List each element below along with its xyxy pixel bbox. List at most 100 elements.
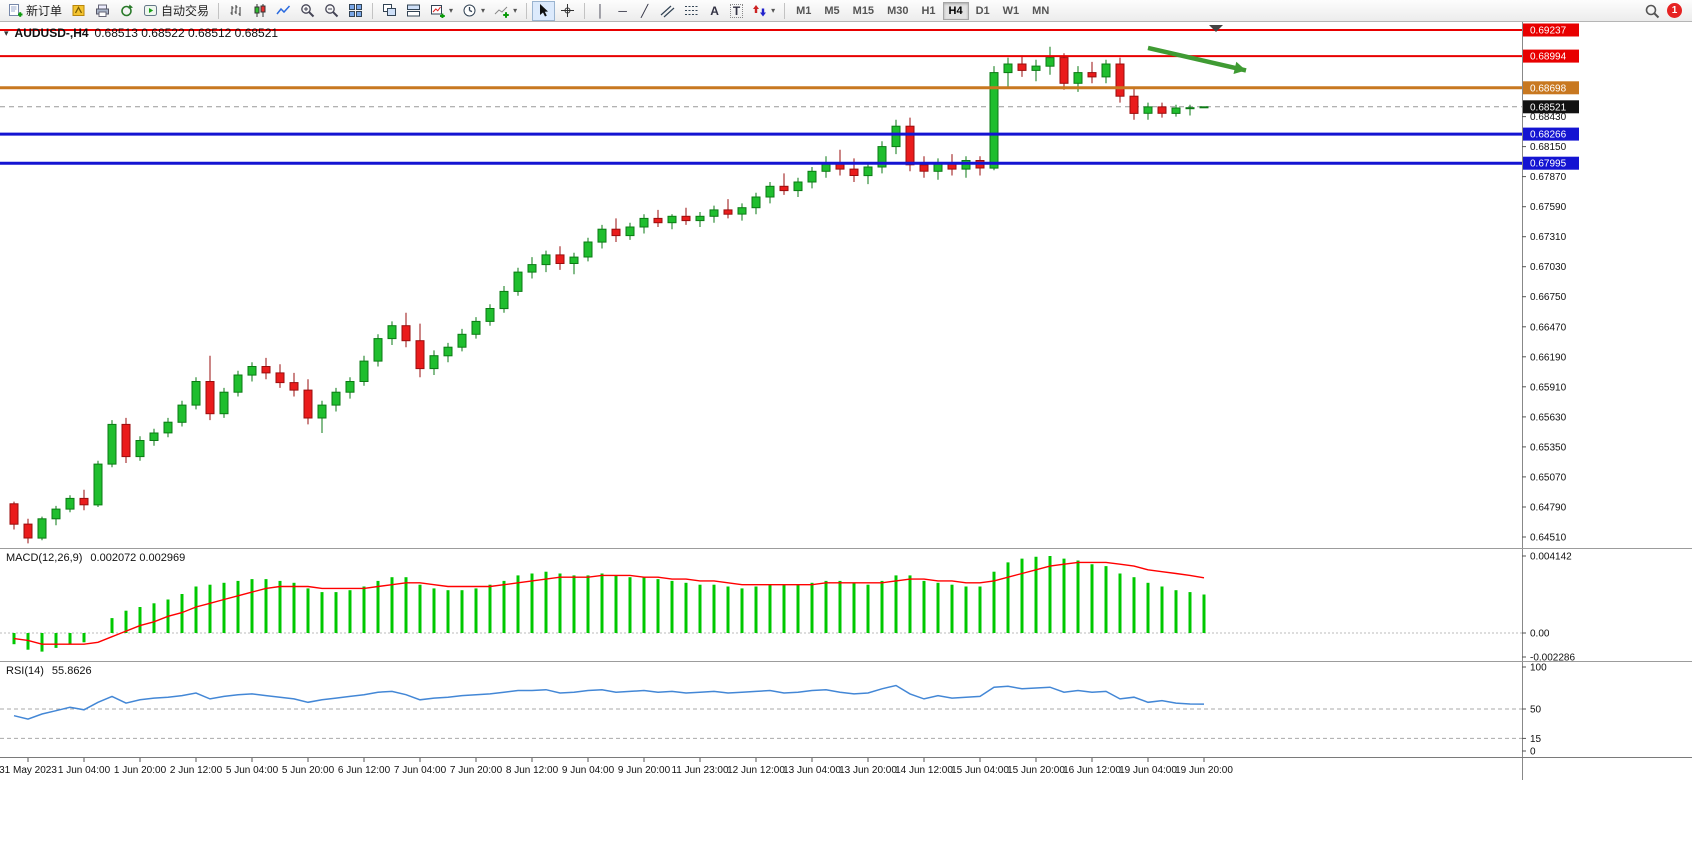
candle[interactable] (401, 312, 411, 348)
candle[interactable] (555, 246, 565, 270)
new-order-button[interactable]: 新订单 (4, 1, 66, 21)
notification-badge[interactable]: 1 (1667, 3, 1682, 18)
candlestick-chart-button[interactable] (248, 1, 271, 21)
candle[interactable] (583, 237, 593, 262)
candle[interactable] (429, 350, 439, 375)
macd-chart[interactable]: 0.004142 0.00 -0.002286 (0, 549, 1692, 661)
candle[interactable] (177, 400, 187, 427)
candle[interactable] (751, 192, 761, 215)
candle[interactable] (331, 387, 341, 412)
candle[interactable] (499, 286, 509, 313)
candle[interactable] (975, 156, 985, 176)
price-chart[interactable]: 0.68430 0.68150 0.67870 0.67590 0.67310 0.670… (0, 22, 1692, 548)
candle[interactable] (1115, 57, 1125, 103)
print-button[interactable] (91, 1, 114, 21)
candle[interactable] (695, 212, 705, 227)
candle[interactable] (947, 154, 957, 176)
candle[interactable] (65, 495, 75, 513)
candle[interactable] (471, 317, 481, 339)
candle[interactable] (443, 342, 453, 363)
candle[interactable] (415, 323, 425, 378)
chart-shift-marker[interactable] (1209, 25, 1223, 32)
candle[interactable] (387, 321, 397, 345)
cascade-windows-button[interactable] (378, 1, 401, 21)
candle[interactable] (289, 372, 299, 397)
candle[interactable] (303, 379, 313, 425)
candle[interactable] (121, 417, 131, 463)
timeframe-d1[interactable]: D1 (970, 2, 996, 20)
candle[interactable] (625, 222, 635, 240)
trendline-tool[interactable]: ╱ (634, 1, 655, 21)
timeframe-m15[interactable]: M15 (847, 2, 880, 20)
candle[interactable] (821, 156, 831, 178)
candle[interactable] (667, 214, 677, 230)
candle[interactable] (611, 218, 621, 242)
text-tool[interactable]: A (704, 1, 725, 21)
candle[interactable] (541, 250, 551, 273)
candle[interactable] (79, 489, 89, 511)
fibonacci-tool[interactable] (680, 1, 703, 21)
candle[interactable] (891, 119, 901, 155)
timeframe-w1[interactable]: W1 (997, 2, 1026, 20)
new-chart-dropdown[interactable]: ▾ (426, 1, 457, 21)
arrows-dropdown[interactable]: ▾ (748, 1, 779, 21)
candle[interactable] (765, 182, 775, 204)
search-button[interactable] (1640, 1, 1664, 21)
channel-tool[interactable] (656, 1, 679, 21)
candle[interactable] (37, 516, 47, 541)
candle[interactable] (1031, 59, 1041, 82)
candle[interactable] (317, 400, 327, 433)
candle[interactable] (107, 420, 117, 468)
candle[interactable] (1101, 59, 1111, 84)
candle[interactable] (485, 304, 495, 326)
candle[interactable] (23, 518, 33, 544)
bar-chart-button[interactable] (224, 1, 247, 21)
tile-windows-button[interactable] (344, 1, 367, 21)
candle[interactable] (51, 505, 61, 526)
text-label-tool[interactable]: T (726, 1, 747, 21)
candle[interactable] (989, 66, 999, 171)
candle[interactable] (1185, 104, 1195, 116)
candle[interactable] (961, 156, 971, 178)
arrange-windows-button[interactable] (402, 1, 425, 21)
candle[interactable] (569, 252, 579, 275)
candle[interactable] (163, 417, 173, 438)
candle[interactable] (513, 267, 523, 296)
timeframe-m1[interactable]: M1 (790, 2, 817, 20)
candle[interactable] (779, 173, 789, 195)
candle[interactable] (1045, 46, 1055, 75)
metaeditor-button[interactable] (67, 1, 90, 21)
time-axis[interactable]: 31 May 2023 1 Jun 04:00 1 Jun 20:00 2 Jun 1… (0, 757, 1692, 780)
candle[interactable] (807, 167, 817, 189)
candle[interactable] (135, 436, 145, 461)
refresh-button[interactable] (115, 1, 138, 21)
candle[interactable] (1003, 57, 1013, 88)
candle[interactable] (723, 199, 733, 219)
vertical-line-tool[interactable]: │ (590, 1, 611, 21)
candle[interactable] (597, 224, 607, 249)
candle[interactable] (933, 158, 943, 180)
candle[interactable] (639, 214, 649, 234)
candle[interactable] (1087, 61, 1097, 84)
line-chart-button[interactable] (272, 1, 295, 21)
candle[interactable] (793, 177, 803, 197)
timeframe-m5[interactable]: M5 (818, 2, 845, 20)
autotrading-button[interactable]: 自动交易 (139, 1, 213, 21)
candle[interactable] (205, 355, 215, 421)
candle[interactable] (653, 209, 663, 227)
candle[interactable] (1157, 102, 1167, 118)
candle[interactable] (261, 357, 271, 380)
candle[interactable] (1059, 53, 1069, 90)
timeframe-mn[interactable]: MN (1026, 2, 1055, 20)
candle[interactable] (247, 362, 257, 382)
candle[interactable] (737, 203, 747, 221)
candle[interactable] (1143, 102, 1153, 120)
candle[interactable] (919, 156, 929, 178)
candle[interactable] (219, 387, 229, 418)
candle[interactable] (1129, 87, 1139, 120)
candle[interactable] (1171, 104, 1181, 117)
zoom-in-button[interactable] (296, 1, 319, 21)
candle[interactable] (681, 207, 691, 225)
indicators-dropdown[interactable]: ▾ (490, 1, 521, 21)
trend-arrow-annotation[interactable] (1147, 45, 1247, 74)
